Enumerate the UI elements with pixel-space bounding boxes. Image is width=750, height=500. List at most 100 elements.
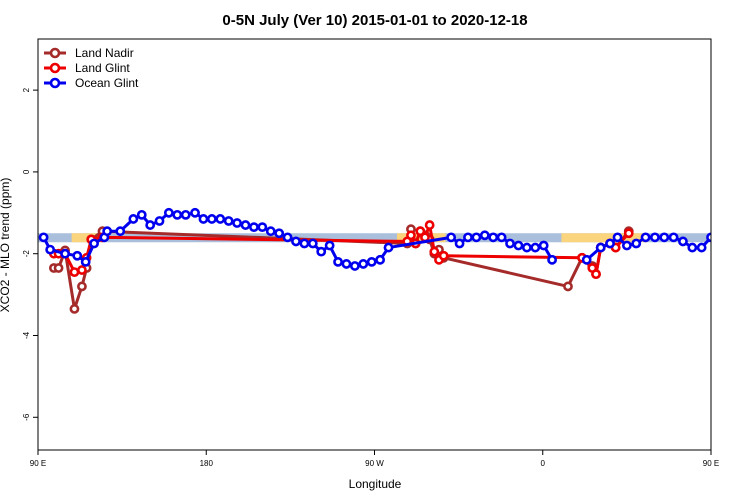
y-tick-label: 2 xyxy=(22,87,31,92)
data-point xyxy=(621,240,632,251)
y-tick-label: -6 xyxy=(22,413,31,421)
data-point xyxy=(659,232,670,243)
data-point xyxy=(488,232,499,243)
data-point xyxy=(299,238,310,249)
y-axis-label: XCO2 - MLO trend (ppm) xyxy=(0,178,12,313)
data-point xyxy=(547,254,557,265)
data-point xyxy=(563,281,573,292)
data-point xyxy=(77,281,87,292)
x-tick-label: 0 xyxy=(541,459,546,468)
land-band-3 xyxy=(737,233,750,242)
y-tick-label: -4 xyxy=(22,331,31,339)
x-axis-label: Longitude xyxy=(349,477,402,491)
data-point xyxy=(198,214,209,224)
chart-title: 0-5N July (Ver 10) 2015-01-01 to 2020-12… xyxy=(222,12,527,29)
land-band-2 xyxy=(561,233,648,243)
legend-label: Land Glint xyxy=(75,61,130,75)
data-point xyxy=(45,244,56,255)
data-point xyxy=(706,232,711,243)
data-point xyxy=(154,216,165,226)
data-point xyxy=(471,232,482,243)
x-tick-label: 90 E xyxy=(30,459,46,468)
data-point xyxy=(215,214,226,224)
x-tick-label: 90 W xyxy=(365,459,384,468)
legend-item: Land Glint xyxy=(44,61,130,75)
data-point xyxy=(612,232,623,243)
data-point xyxy=(291,236,301,247)
data-point xyxy=(521,242,532,253)
y-tick-label: 0 xyxy=(22,169,31,174)
data-point xyxy=(282,232,293,243)
data-point xyxy=(479,230,490,241)
data-point xyxy=(406,230,416,241)
data-point xyxy=(446,232,457,243)
data-point xyxy=(383,242,394,253)
reference-band xyxy=(38,233,711,243)
legend-item: Ocean Glint xyxy=(44,76,139,90)
data-point xyxy=(60,248,71,259)
data-point xyxy=(333,256,343,267)
data-point xyxy=(678,236,688,247)
data-point xyxy=(631,238,642,249)
data-point xyxy=(115,226,126,237)
data-point xyxy=(424,220,435,230)
legend-label: Land Nadir xyxy=(75,46,134,60)
data-point xyxy=(591,269,601,280)
data-point xyxy=(72,250,83,261)
data-point xyxy=(505,238,515,249)
data-point xyxy=(53,263,64,273)
data-point xyxy=(206,214,217,224)
data-point xyxy=(265,226,276,237)
data-point xyxy=(38,232,49,243)
legend-label: Ocean Glint xyxy=(75,76,139,90)
data-point xyxy=(240,220,251,230)
legend-marker xyxy=(49,47,61,59)
data-point xyxy=(316,246,327,257)
data-point xyxy=(307,238,318,249)
data-point xyxy=(190,207,200,218)
data-point xyxy=(438,250,449,261)
y-tick-label: -2 xyxy=(22,250,31,258)
data-point xyxy=(581,254,592,265)
data-point xyxy=(257,222,268,233)
data-point xyxy=(163,207,174,218)
data-point xyxy=(358,259,369,269)
data-point xyxy=(180,209,191,220)
data-point xyxy=(530,242,541,253)
data-point xyxy=(128,214,139,224)
data-point xyxy=(341,259,352,269)
data-point xyxy=(668,232,679,243)
plot-area xyxy=(38,207,750,314)
data-point xyxy=(102,226,113,237)
legend-item: Land Nadir xyxy=(44,46,134,60)
data-point xyxy=(324,240,335,251)
data-point xyxy=(496,232,507,243)
x-tick-label: 180 xyxy=(200,459,214,468)
y-axis: 2 0 -2 -4 -6 xyxy=(22,87,38,421)
data-point xyxy=(375,254,386,265)
data-point xyxy=(687,242,698,253)
data-point xyxy=(69,267,80,278)
data-point xyxy=(650,232,660,243)
data-point xyxy=(513,240,524,251)
data-point xyxy=(538,240,549,251)
data-point xyxy=(415,226,426,237)
data-point xyxy=(349,261,360,271)
data-point xyxy=(69,304,80,314)
data-point xyxy=(232,218,242,228)
data-point xyxy=(696,242,707,253)
x-tick-label: 90 E xyxy=(703,459,719,468)
x-axis: 90 E 180 90 W 0 90 E xyxy=(30,450,719,468)
data-point xyxy=(640,232,651,243)
data-point xyxy=(77,265,87,275)
series-ocean-glint xyxy=(38,207,711,271)
data-point xyxy=(172,209,183,220)
data-point xyxy=(145,220,156,230)
data-point xyxy=(136,209,147,220)
data-point xyxy=(595,242,606,253)
legend-marker xyxy=(49,77,61,89)
data-point xyxy=(454,238,465,249)
data-point xyxy=(249,222,259,233)
